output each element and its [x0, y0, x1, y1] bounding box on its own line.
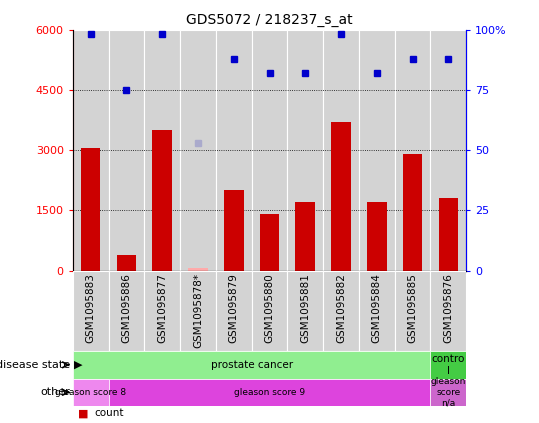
Bar — [287, 30, 323, 271]
Text: gleason
score
n/a: gleason score n/a — [431, 377, 466, 407]
Text: prostate cancer: prostate cancer — [211, 360, 293, 370]
Text: GSM1095881: GSM1095881 — [300, 273, 310, 343]
Text: GSM1095876: GSM1095876 — [444, 273, 453, 343]
Bar — [323, 30, 359, 271]
Bar — [180, 271, 216, 351]
Bar — [431, 271, 466, 351]
Bar — [359, 271, 395, 351]
Bar — [395, 271, 431, 351]
Bar — [73, 379, 108, 406]
Bar — [431, 30, 466, 271]
Text: other: other — [40, 387, 70, 397]
Text: gleason score 8: gleason score 8 — [55, 388, 126, 397]
Bar — [116, 255, 136, 271]
Text: GSM1095882: GSM1095882 — [336, 273, 346, 343]
Text: count: count — [94, 408, 124, 418]
Bar — [216, 30, 252, 271]
Bar — [73, 30, 108, 271]
Text: GSM1095878*: GSM1095878* — [193, 273, 203, 348]
Bar — [108, 30, 144, 271]
Text: GSM1095879: GSM1095879 — [229, 273, 239, 343]
Text: GSM1095885: GSM1095885 — [407, 273, 418, 343]
Bar — [73, 271, 108, 351]
Bar — [331, 122, 351, 271]
Bar — [144, 271, 180, 351]
Text: disease state: disease state — [0, 360, 70, 370]
Text: gleason score 9: gleason score 9 — [234, 388, 305, 397]
Bar — [395, 30, 431, 271]
Bar — [359, 30, 395, 271]
Text: GSM1095883: GSM1095883 — [86, 273, 95, 343]
Text: contro
l: contro l — [432, 354, 465, 376]
Bar — [108, 379, 431, 406]
Text: GSM1095877: GSM1095877 — [157, 273, 167, 343]
Bar — [224, 190, 244, 271]
Bar — [144, 30, 180, 271]
Bar — [431, 379, 466, 406]
Bar — [367, 203, 386, 271]
Bar — [153, 130, 172, 271]
Bar — [252, 271, 287, 351]
Bar — [403, 154, 423, 271]
Bar — [431, 351, 466, 379]
Bar — [108, 271, 144, 351]
Bar — [81, 148, 100, 271]
Bar — [439, 198, 458, 271]
Bar — [188, 267, 208, 271]
Text: ▶: ▶ — [74, 360, 82, 370]
Bar — [260, 214, 279, 271]
Text: GSM1095884: GSM1095884 — [372, 273, 382, 343]
Text: GSM1095880: GSM1095880 — [265, 273, 274, 343]
Bar — [287, 271, 323, 351]
Text: GSM1095886: GSM1095886 — [121, 273, 132, 343]
Bar — [216, 271, 252, 351]
Bar — [295, 203, 315, 271]
Bar — [252, 30, 287, 271]
Title: GDS5072 / 218237_s_at: GDS5072 / 218237_s_at — [186, 13, 353, 27]
Bar — [180, 30, 216, 271]
Bar — [323, 271, 359, 351]
Text: ■: ■ — [78, 408, 88, 418]
